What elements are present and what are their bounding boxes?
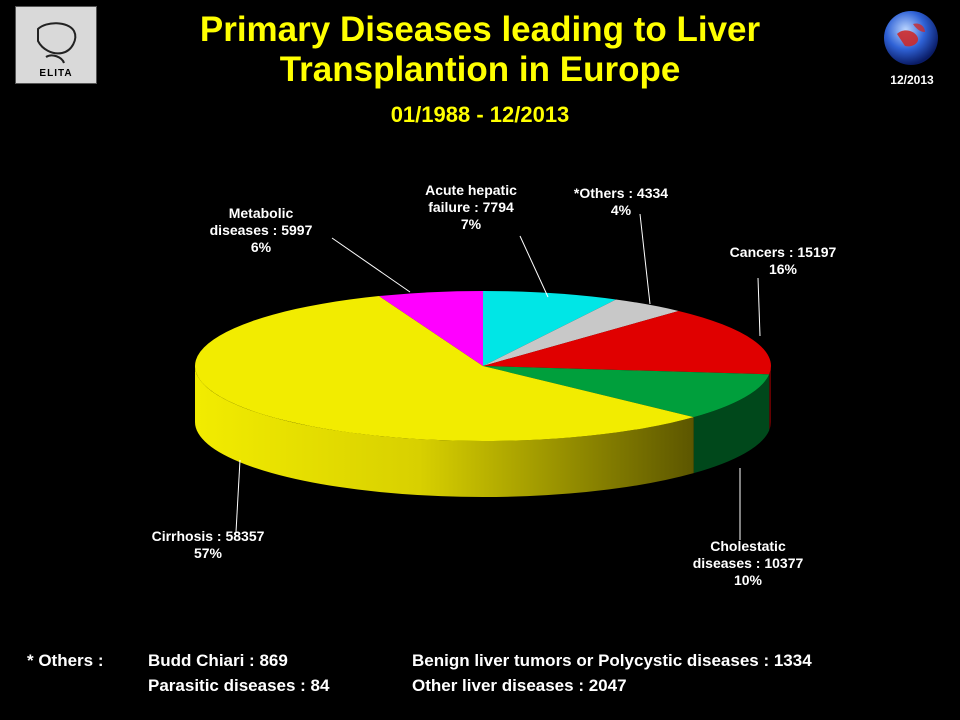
globe-icon	[884, 11, 938, 65]
label-cholestatic-line2: diseases : 10377	[692, 555, 804, 571]
footnote-prefix: * Others :	[27, 651, 104, 670]
label-others-line2: 4%	[610, 202, 632, 218]
label-acute-line1: Acute hepatic	[425, 182, 517, 198]
elita-logo: ELITA	[15, 6, 97, 84]
pie-slice-acute	[483, 291, 616, 366]
footnote-benign-tumors: Benign liver tumors or Polycystic diseas…	[412, 651, 812, 670]
footnote-budd-chiari: Budd Chiari : 869	[148, 651, 288, 670]
leader-line-cirrhosis	[235, 459, 241, 533]
pie-slice-cholestatic	[483, 366, 770, 418]
label-metabolic-line2: diseases : 5997	[209, 222, 313, 238]
label-others-line1: *Others : 4334	[573, 185, 669, 201]
label-cirrhosis-line1: Cirrhosis : 58357	[151, 528, 265, 544]
pie-slice-others	[483, 299, 679, 366]
pie-leader-lines	[235, 213, 761, 540]
page-title: Primary Diseases leading to Liver Transp…	[100, 10, 860, 90]
pie-top-faces	[195, 291, 771, 441]
leader-line-cancers	[757, 277, 761, 337]
pie-side-walls	[194, 366, 772, 498]
label-acute-line3: 7%	[460, 216, 482, 232]
label-others: *Others : 4334 4%	[553, 185, 689, 219]
title-line-2: Transplantion in Europe	[279, 50, 681, 89]
label-cholestatic: Cholestatic diseases : 10377 10%	[672, 538, 824, 589]
label-metabolic-line1: Metabolic	[228, 205, 294, 221]
pie-side-cirrhosis	[194, 366, 694, 498]
label-cirrhosis: Cirrhosis : 58357 57%	[133, 528, 283, 562]
liver-logo-icon	[37, 22, 77, 64]
label-acute: Acute hepatic failure : 7794 7%	[392, 182, 550, 233]
page-subtitle: 01/1988 - 12/2013	[390, 102, 570, 127]
pie-side-cancers	[769, 366, 772, 431]
label-cancers: Cancers : 15197 16%	[710, 244, 856, 278]
label-cirrhosis-line2: 57%	[193, 545, 223, 561]
date-tag: 12/2013	[890, 73, 934, 87]
label-cancers-line2: 16%	[768, 261, 798, 277]
label-cancers-line1: Cancers : 15197	[729, 244, 837, 260]
leader-line-acute	[519, 235, 549, 298]
footnote-other-liver: Other liver diseases : 2047	[412, 676, 627, 695]
pie-slice-metabolic	[379, 291, 483, 366]
pie-slice-cirrhosis	[195, 296, 694, 441]
leader-line-others	[639, 213, 651, 305]
label-metabolic-line3: 6%	[250, 239, 272, 255]
label-metabolic: Metabolic diseases : 5997 6%	[191, 205, 331, 256]
label-cholestatic-line3: 10%	[733, 572, 763, 588]
pie-side-cholestatic	[693, 374, 770, 474]
title-line-1: Primary Diseases leading to Liver	[199, 10, 761, 49]
label-cholestatic-line1: Cholestatic	[710, 538, 786, 554]
pie-slice-cancers	[483, 310, 771, 375]
footnote-parasitic: Parasitic diseases : 84	[148, 676, 330, 695]
leader-line-metabolic	[331, 237, 411, 293]
label-acute-line2: failure : 7794	[428, 199, 514, 215]
logo-text: ELITA	[39, 68, 73, 79]
